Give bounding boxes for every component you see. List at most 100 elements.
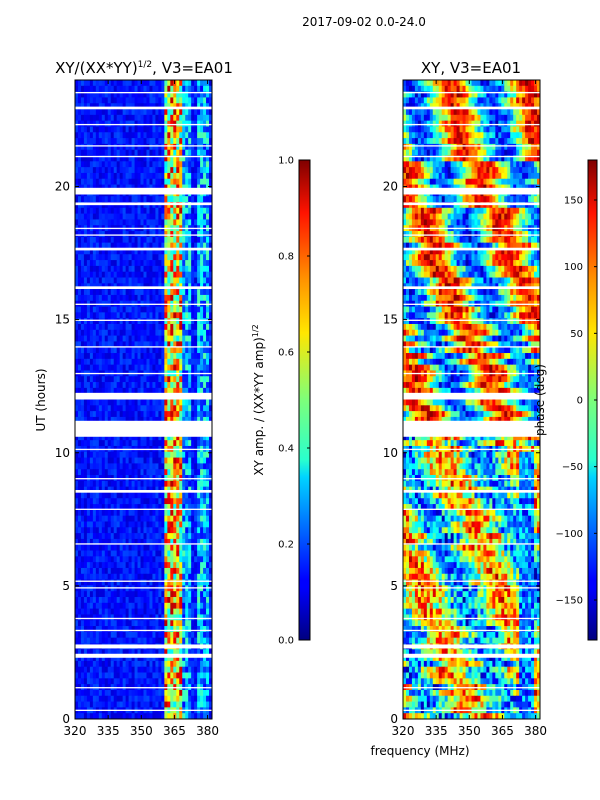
data-gap xyxy=(75,653,212,658)
colorbar-tick-label: 0.6 xyxy=(278,348,294,359)
amplitude-axes-frame xyxy=(74,79,213,720)
data-gap xyxy=(75,106,212,110)
data-gap xyxy=(75,155,212,158)
colorbar-tick-label: 0.2 xyxy=(278,540,294,551)
data-gap xyxy=(403,247,540,251)
x-tick-label: 320 xyxy=(392,724,415,738)
amplitude-data-gaps xyxy=(75,91,212,712)
data-gap xyxy=(403,508,540,510)
data-gap xyxy=(75,303,212,305)
amplitude-panel: XY/(XX*YY)1/2, V3=EA01 320 335 350 365 380 0 5… xyxy=(34,59,233,738)
colorbar-tick-label: 0 xyxy=(577,396,583,407)
colorbar-tick-label: 150 xyxy=(564,196,583,207)
colorbar-tick-label: −100 xyxy=(556,529,583,540)
y-tick-label: 5 xyxy=(62,579,70,593)
colorbar-tick-label: −50 xyxy=(562,462,583,473)
x-tick-label: 335 xyxy=(425,724,448,738)
data-gap xyxy=(403,155,540,158)
x-tick-label: 335 xyxy=(97,724,120,738)
data-gap xyxy=(75,227,212,230)
x-tick-label: 380 xyxy=(196,724,219,738)
data-gap xyxy=(403,629,540,632)
figure-suptitle: 2017-09-02 0.0-24.0 xyxy=(302,15,426,29)
x-tick-label: 350 xyxy=(130,724,153,738)
colorbar-tick-label: −150 xyxy=(556,596,583,607)
data-gap xyxy=(403,448,540,451)
data-gap xyxy=(403,202,540,206)
x-tick-label: 380 xyxy=(524,724,547,738)
amplitude-colorbar: 0.0 0.2 0.4 0.6 0.8 1.0 XY amp. / (XX*YY amp)… xyxy=(251,156,311,647)
data-gap xyxy=(75,346,212,348)
data-gap xyxy=(403,106,540,110)
data-gap xyxy=(75,490,212,493)
data-gap xyxy=(403,123,540,126)
data-gap xyxy=(75,286,212,289)
data-gap xyxy=(75,91,212,94)
data-gap xyxy=(75,617,212,620)
amplitude-colorbar-gradient xyxy=(298,159,311,641)
data-gap xyxy=(403,687,540,689)
phase-axis-ticks: 320 335 350 365 380 0 5 10 15 20 xyxy=(383,80,547,738)
data-gap xyxy=(403,227,540,230)
data-gap xyxy=(75,580,212,582)
data-gap xyxy=(403,346,540,348)
data-gap xyxy=(75,247,212,251)
data-gap xyxy=(75,187,212,195)
data-gap xyxy=(403,392,540,400)
data-gap xyxy=(75,687,212,689)
y-tick-label: 0 xyxy=(390,712,398,726)
amplitude-colorbar-label: XY amp. / (XX*YY amp)1/2 xyxy=(251,324,266,475)
colorbar-tick-label: 0.8 xyxy=(278,252,294,263)
data-gap xyxy=(75,319,212,321)
data-gap xyxy=(403,580,540,582)
phase-panel: XY, V3=EA01 320 335 350 365 380 0 5 10 15 20 freq… xyxy=(370,59,547,758)
data-gap xyxy=(403,145,540,147)
y-tick-label: 10 xyxy=(55,446,70,460)
data-gap xyxy=(75,629,212,632)
phase-panel-title: XY, V3=EA01 xyxy=(421,59,521,77)
data-gap xyxy=(75,448,212,451)
colorbar-tick-label: 0.0 xyxy=(278,636,294,647)
data-gap xyxy=(403,543,540,545)
data-gap xyxy=(403,709,540,712)
x-tick-label: 365 xyxy=(491,724,514,738)
data-gap xyxy=(403,91,540,94)
data-gap xyxy=(403,478,540,480)
y-tick-label: 15 xyxy=(55,313,70,327)
amplitude-ylabel: UT (hours) xyxy=(34,368,48,431)
phase-xlabel: frequency (MHz) xyxy=(370,744,469,758)
data-gap xyxy=(403,420,540,437)
phase-axes-frame xyxy=(402,79,541,720)
data-gap xyxy=(75,420,212,437)
y-tick-label: 15 xyxy=(383,313,398,327)
data-gap xyxy=(403,587,540,589)
y-tick-label: 0 xyxy=(62,712,70,726)
data-gap xyxy=(403,187,540,195)
data-gap xyxy=(75,202,212,206)
phase-heatmap xyxy=(403,80,541,720)
data-gap xyxy=(75,234,212,236)
data-gap xyxy=(403,653,540,658)
data-gap xyxy=(75,644,212,649)
data-gap xyxy=(403,303,540,305)
y-tick-label: 20 xyxy=(55,180,70,194)
data-gap xyxy=(75,392,212,400)
data-gap xyxy=(75,123,212,126)
data-gap xyxy=(403,234,540,236)
y-tick-label: 20 xyxy=(383,180,398,194)
x-tick-label: 365 xyxy=(163,724,186,738)
colorbar-tick-label: 1.0 xyxy=(278,156,294,167)
colorbar-tick-label: 0.4 xyxy=(278,444,294,455)
amplitude-colorbar-ticks: 0.0 0.2 0.4 0.6 0.8 1.0 xyxy=(278,156,310,647)
data-gap xyxy=(403,490,540,493)
data-gap xyxy=(403,286,540,289)
data-gap xyxy=(75,372,212,375)
data-gap xyxy=(403,372,540,375)
x-tick-label: 320 xyxy=(64,724,87,738)
amplitude-heatmap xyxy=(75,80,213,720)
data-gap xyxy=(403,644,540,649)
phase-data-gaps xyxy=(403,91,540,712)
colorbar-tick-label: 100 xyxy=(564,262,583,273)
data-gap xyxy=(75,145,212,147)
